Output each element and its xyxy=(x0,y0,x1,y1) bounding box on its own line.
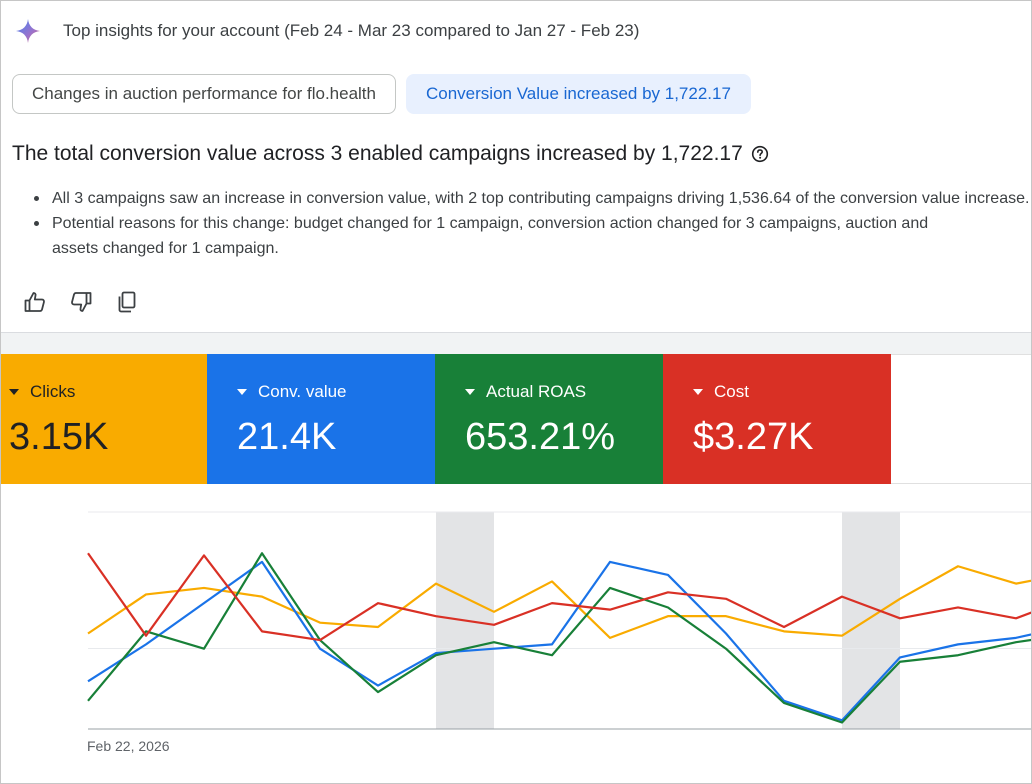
metric-value: 21.4K xyxy=(237,416,337,458)
thumbs-up-button[interactable] xyxy=(23,289,47,315)
metric-card-actual-roas[interactable]: Actual ROAS 653.21% xyxy=(435,354,663,484)
metric-value: 3.15K xyxy=(9,416,109,458)
list-item: All 3 campaigns saw an increase in conve… xyxy=(31,186,1031,211)
dropdown-arrow-icon xyxy=(465,389,475,395)
copy-icon xyxy=(118,291,136,313)
insight-headline: The total conversion value across 3 enab… xyxy=(12,142,769,166)
dropdown-arrow-icon xyxy=(693,389,703,395)
insight-bullets: All 3 campaigns saw an increase in conve… xyxy=(31,186,1031,261)
metric-card-conv-value[interactable]: Conv. value 21.4K xyxy=(207,354,435,484)
feedback-actions xyxy=(23,289,139,315)
dropdown-arrow-icon xyxy=(237,389,247,395)
thumbs-down-button[interactable] xyxy=(69,289,93,315)
x-axis-start-label: Feb 22, 2026 xyxy=(87,738,170,754)
thumbs-up-icon xyxy=(24,292,45,312)
metric-label: Clicks xyxy=(30,382,76,401)
copy-button[interactable] xyxy=(115,289,139,315)
metric-card-cost[interactable]: Cost $3.27K xyxy=(663,354,891,484)
insight-title: Top insights for your account (Feb 24 - … xyxy=(63,21,640,40)
section-divider xyxy=(1,332,1031,354)
metric-card-clicks[interactable]: Clicks 3.15K xyxy=(1,354,207,484)
list-item-continuation: assets changed for 1 campaign. xyxy=(52,240,279,257)
sparkle-icon xyxy=(16,19,40,43)
metric-card-empty[interactable] xyxy=(891,354,1031,484)
metric-label: Conv. value xyxy=(258,382,347,401)
weekend-band-1 xyxy=(842,512,900,729)
metric-value: $3.27K xyxy=(693,416,814,458)
help-icon[interactable] xyxy=(751,145,769,163)
insight-chips: Changes in auction performance for flo.h… xyxy=(12,74,751,114)
chip-conversion-value[interactable]: Conversion Value increased by 1,722.17 xyxy=(405,74,751,114)
metric-label: Cost xyxy=(714,382,749,401)
metric-cards: Clicks 3.15K Conv. value 21.4K Actual RO… xyxy=(1,354,1031,484)
chip-auction-performance[interactable]: Changes in auction performance for flo.h… xyxy=(12,74,396,114)
series-line-cost[interactable] xyxy=(87,552,1032,642)
thumbs-down-icon xyxy=(71,292,92,312)
performance-chart: Feb 22, 2026 xyxy=(1,484,1032,783)
series-line-clicks[interactable] xyxy=(87,565,1032,639)
metric-value: 653.21% xyxy=(465,416,616,458)
dropdown-arrow-icon xyxy=(9,389,19,395)
line-chart xyxy=(87,511,1032,730)
metric-label: Actual ROAS xyxy=(486,382,587,401)
headline-text: The total conversion value across 3 enab… xyxy=(12,142,743,165)
insight-header: Top insights for your account (Feb 24 - … xyxy=(15,17,639,45)
list-item: Potential reasons for this change: budge… xyxy=(31,211,1031,236)
series-line-actual-roas[interactable] xyxy=(87,552,1032,724)
